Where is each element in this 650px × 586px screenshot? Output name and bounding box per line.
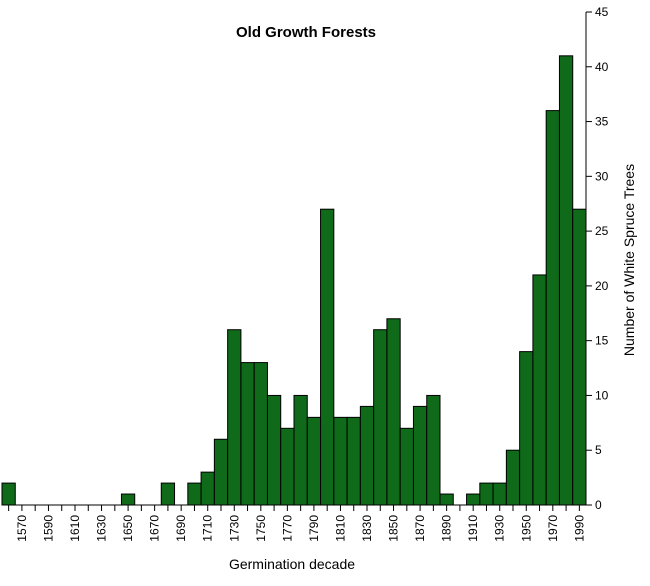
- bar-1840: [373, 329, 388, 506]
- bar-1950: [519, 351, 534, 506]
- x-tick-label: 1750: [254, 515, 268, 542]
- bar-1920: [479, 482, 494, 506]
- bar-1930: [492, 482, 507, 506]
- x-tick-label: 1590: [42, 515, 56, 542]
- x-tick-label: 1570: [15, 515, 29, 542]
- bar-1870: [412, 405, 428, 506]
- bar-1560: [1, 482, 16, 506]
- y-tick-label: 15: [595, 334, 609, 348]
- bar-1700: [187, 482, 202, 506]
- x-tick-label: 1770: [280, 515, 294, 542]
- bar-1970: [545, 110, 560, 506]
- x-axis: 1570 1590 1610 1630 1650 1670 1690 1710 1730 1750…: [2, 504, 586, 542]
- bar-1680: [160, 482, 176, 506]
- chart-title: Old Growth Forests: [236, 24, 376, 41]
- x-tick-label: 1850: [387, 515, 401, 542]
- x-tick-label: 1990: [572, 515, 586, 542]
- x-tick-label: 1830: [360, 515, 374, 542]
- y-tick-label: 10: [595, 388, 609, 402]
- y-tick-label: 35: [595, 115, 609, 129]
- x-tick-label: 1650: [121, 515, 135, 542]
- bar-1790: [306, 416, 322, 506]
- bar-1910: [466, 493, 481, 506]
- y-tick-label: 40: [595, 60, 609, 74]
- x-tick-label: 1690: [174, 515, 188, 542]
- bar-1860: [399, 427, 414, 506]
- y-axis-label: Number of White Spruce Trees: [621, 164, 637, 356]
- bar-1780: [293, 394, 308, 506]
- x-tick-label: 1810: [334, 515, 348, 542]
- bar-1830: [359, 405, 375, 506]
- x-tick-label: 1910: [466, 515, 480, 542]
- x-tick-label: 1890: [440, 515, 454, 542]
- bar-1770: [280, 427, 295, 506]
- bar-1850: [386, 318, 401, 506]
- bar-1880: [426, 394, 441, 506]
- y-tick-label: 0: [595, 498, 602, 512]
- y-tick-label: 5: [595, 443, 602, 457]
- bar-1980: [558, 55, 574, 506]
- y-tick-label: 25: [595, 224, 609, 238]
- y-tick-label: 30: [595, 169, 609, 183]
- bar-1940: [505, 449, 521, 506]
- bar-1720: [213, 438, 229, 506]
- bar-1890: [439, 493, 454, 506]
- x-tick-label: 1670: [148, 515, 162, 542]
- x-tick-label: 1970: [546, 515, 560, 542]
- bar-1730: [227, 329, 242, 506]
- x-tick-label: 1870: [413, 515, 427, 542]
- bar-1710: [200, 471, 215, 506]
- x-tick-label: 1710: [201, 515, 215, 542]
- bar-1800: [320, 208, 335, 506]
- bar-1740: [240, 362, 255, 506]
- bars-group: [1, 55, 587, 506]
- x-tick-label: 1790: [307, 515, 321, 542]
- x-tick-label: 1930: [493, 515, 507, 542]
- bar-1650: [120, 493, 136, 506]
- x-tick-label: 1630: [95, 515, 109, 542]
- bar-1750: [253, 362, 268, 506]
- bar-1990: [572, 208, 587, 506]
- x-axis-label: Germination decade: [229, 556, 355, 572]
- y-tick-label: 20: [595, 279, 609, 293]
- x-tick-label: 1950: [519, 515, 533, 542]
- x-tick-label: 1610: [68, 515, 82, 542]
- bar-1820: [346, 416, 361, 506]
- bar-1760: [266, 394, 282, 506]
- bar-1810: [333, 416, 348, 506]
- y-axis: 0 5 10 15 20 25 30 35 40 45: [585, 5, 609, 512]
- y-tick-label: 45: [595, 5, 609, 19]
- x-tick-label: 1730: [227, 515, 241, 542]
- bar-1960: [532, 274, 547, 506]
